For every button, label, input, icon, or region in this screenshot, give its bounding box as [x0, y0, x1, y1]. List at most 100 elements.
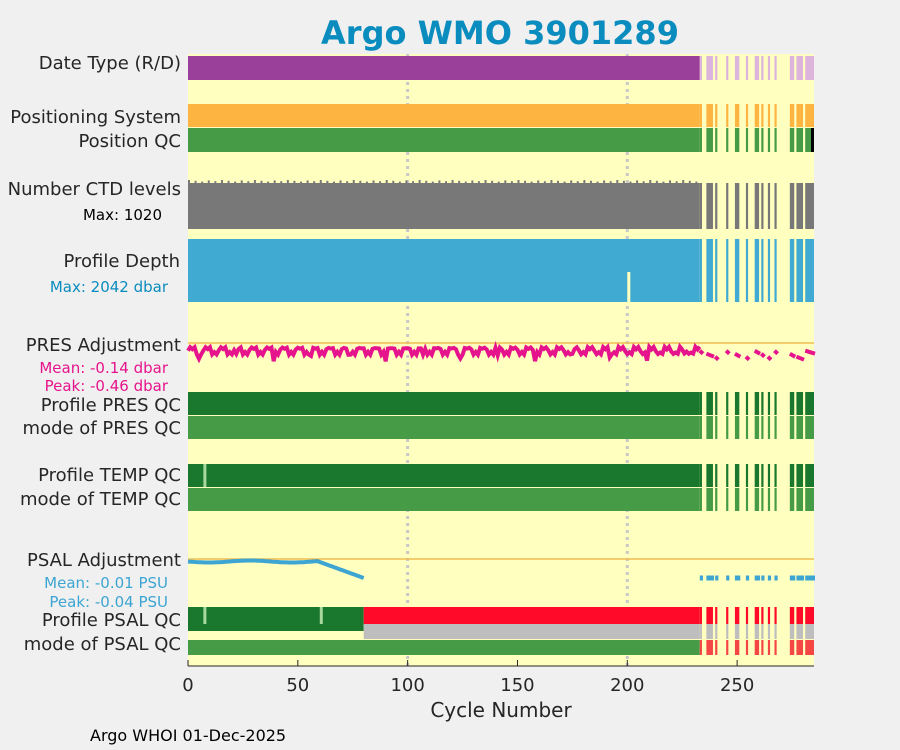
bar-positioning-system-seg-1: [706, 104, 713, 127]
pres-adjustment-seg-3: [724, 349, 731, 356]
bar-mode-pres-qc: [188, 416, 700, 439]
bar-date-type-seg-8: [767, 56, 771, 80]
bar-profile-pres-qc-seg-8: [767, 392, 771, 415]
bar-profile-psal-qc-bad: [363, 607, 700, 624]
ctd-tick-45: [286, 180, 289, 184]
bar-profile-temp-qc-seg-1: [706, 464, 713, 487]
label-position-qc: Position QC: [78, 131, 181, 152]
bar-mode-pres-qc-seg-9: [774, 416, 777, 439]
bar-profile-pres-qc-seg-3: [726, 392, 729, 415]
bar-position-qc-seg-1: [706, 128, 713, 152]
ctd-tick-189: [603, 180, 606, 185]
bar-mode-temp-qc-seg-2: [715, 488, 718, 511]
bar-date-type-seg-4: [734, 56, 740, 80]
bar-positioning-system-seg-3: [726, 104, 729, 127]
label-date-type: Date Type (R/D): [39, 53, 181, 74]
bar-ctd-levels-seg-12: [805, 183, 814, 229]
bar-profile-psal-qc-missing-seg-4: [734, 624, 740, 639]
ctd-tick-15: [220, 180, 223, 184]
ctd-tick-36: [267, 181, 270, 186]
ctd-tick-87: [379, 181, 382, 186]
bar-profile-pres-qc-seg-6: [754, 392, 760, 415]
bar-profile-temp-qc-seg-2: [715, 464, 718, 487]
ctd-tick-141: [497, 181, 500, 186]
depth-gap-200: [627, 272, 631, 304]
bar-profile-depth-seg-0: [699, 239, 702, 302]
bar-profile-depth-seg-11: [796, 239, 804, 302]
ctd-tick-150: [517, 180, 520, 184]
bar-mode-psal-qc-bad-seg-10: [789, 640, 795, 655]
bar-profile-pres-qc-seg-9: [774, 392, 777, 415]
bar-position-qc-seg-12: [805, 128, 814, 152]
bar-mode-psal-qc-bad-seg-12: [805, 640, 814, 655]
ctd-tick-63: [326, 180, 329, 185]
ctd-tick-114: [438, 180, 441, 185]
bar-mode-psal-qc-bad-seg-4: [734, 640, 740, 655]
bar-mode-psal-qc-bad-seg-2: [715, 640, 718, 655]
ctd-tick-42: [280, 181, 283, 186]
ctd-tick-6: [201, 181, 204, 186]
label-mode-temp-qc: mode of TEMP QC: [20, 489, 181, 510]
ctd-tick-168: [557, 180, 560, 185]
bar-profile-pres-qc-seg-10: [789, 392, 795, 415]
ctd-tick-120: [451, 180, 454, 184]
bar-mode-psal-qc-good: [188, 640, 700, 655]
bar-profile-depth-seg-6: [754, 239, 760, 302]
bar-position-qc-flag: [811, 128, 814, 152]
ctd-tick-108: [425, 180, 428, 185]
label-positioning-system: Positioning System: [10, 107, 181, 128]
pres-adjustment-seg-4: [733, 351, 742, 359]
psal-adjustment-line: [187, 558, 365, 580]
bar-profile-temp-qc: [188, 464, 700, 487]
pres-adjustment-seg-0: [698, 349, 705, 356]
bar-mode-temp-qc-seg-9: [774, 488, 777, 511]
bar-positioning-system-seg-8: [767, 104, 771, 127]
bar-date-type-seg-2: [715, 56, 718, 80]
bar-position-qc-seg-3: [726, 128, 729, 152]
x-tick-label-0: 0: [182, 675, 193, 696]
pres-adjustment-seg-8: [766, 355, 773, 362]
ctd-tick-195: [616, 180, 619, 184]
bar-profile-psal-qc-bad-seg-5: [745, 607, 749, 624]
bar-profile-temp-qc-seg-6: [754, 464, 760, 487]
ctd-tick-57: [313, 181, 316, 186]
bar-positioning-system-seg-6: [754, 104, 760, 127]
ctd-tick-201: [629, 181, 632, 186]
bar-position-qc-seg-6: [754, 128, 760, 152]
pres-adjustment-seg-11: [795, 354, 805, 362]
temp-qc-flag-7: [203, 464, 207, 487]
bar-profile-psal-qc-missing-seg-3: [726, 624, 729, 639]
bar-position-qc: [188, 128, 700, 152]
bar-ctd-levels-seg-6: [754, 183, 760, 229]
bar-mode-pres-qc-seg-0: [699, 416, 702, 439]
ctd-tick-225: [682, 180, 685, 184]
bar-ctd-levels-seg-11: [796, 183, 804, 229]
footer-credit: Argo WHOI 01-Dec-2025: [90, 726, 286, 745]
bar-positioning-system-seg-4: [734, 104, 740, 127]
bar-profile-temp-qc-seg-7: [761, 464, 764, 487]
ctd-tick-75: [352, 180, 355, 184]
ctd-tick-33: [260, 180, 263, 185]
bar-positioning-system-seg-10: [789, 104, 795, 127]
label-number-ctd-levels: Number CTD levels: [8, 179, 181, 200]
label-psal-peak: Peak: -0.04 PSU: [49, 593, 168, 611]
bar-profile-temp-qc-seg-11: [796, 464, 804, 487]
label-pres-adjustment: PRES Adjustment: [26, 335, 181, 356]
bar-date-type-seg-9: [774, 56, 777, 80]
bar-mode-temp-qc: [188, 488, 700, 511]
bar-date-type: [188, 56, 700, 80]
x-tick-label-100: 100: [390, 675, 424, 696]
bar-mode-pres-qc-seg-11: [796, 416, 804, 439]
bar-ctd-levels-seg-2: [715, 183, 718, 229]
bar-profile-depth-seg-12: [805, 239, 814, 302]
pres-adjustment-seg-5: [744, 355, 751, 362]
bar-mode-pres-qc-seg-1: [706, 416, 713, 439]
x-tick-label-200: 200: [610, 675, 644, 696]
ctd-tick-159: [537, 180, 540, 185]
bar-profile-psal-qc-bad-seg-1: [706, 607, 713, 624]
bar-profile-pres-qc-seg-0: [699, 392, 702, 415]
label-profile-psal-qc: Profile PSAL QC: [42, 610, 181, 631]
bar-profile-psal-qc-bad-seg-9: [774, 607, 777, 624]
ctd-tick-138: [491, 180, 494, 185]
bar-profile-pres-qc-seg-7: [761, 392, 764, 415]
